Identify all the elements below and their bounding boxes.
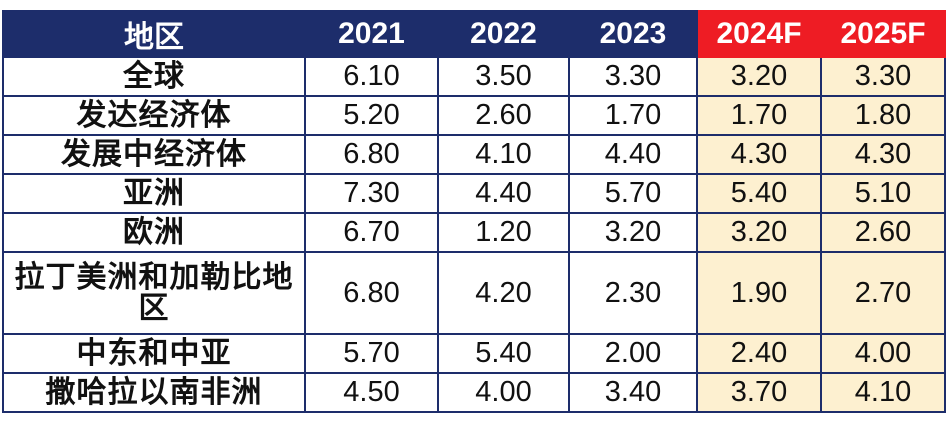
forecast-cell: 5.40 [696,173,822,214]
forecast-cell: 3.20 [696,212,822,253]
value-cell: 4.20 [437,251,570,335]
value-cell: 4.50 [304,372,439,413]
forecast-cell: 2.70 [820,251,946,335]
growth-table: 地区 2021 2022 2023 2024F 2025F 全球 6.10 3.… [2,10,946,413]
forecast-cell: 3.20 [696,56,822,97]
forecast-cell: 1.80 [820,95,946,136]
value-cell: 1.20 [437,212,570,253]
forecast-cell: 3.30 [820,56,946,97]
value-cell: 3.30 [568,56,698,97]
region-cell: 欧洲 [2,212,306,253]
value-cell: 1.70 [568,95,698,136]
value-cell: 4.40 [437,173,570,214]
value-cell: 6.80 [304,134,439,175]
value-cell: 3.50 [437,56,570,97]
header-2022: 2022 [437,10,570,58]
value-cell: 4.00 [437,372,570,413]
forecast-cell: 4.30 [696,134,822,175]
table-row: 亚洲 7.30 4.40 5.70 5.40 5.10 [2,173,946,214]
header-region: 地区 [2,10,306,58]
forecast-cell: 1.70 [696,95,822,136]
value-cell: 5.20 [304,95,439,136]
header-2025f: 2025F [820,10,946,58]
forecast-cell: 4.30 [820,134,946,175]
table-row: 全球 6.10 3.50 3.30 3.20 3.30 [2,56,946,97]
forecast-cell: 4.00 [820,333,946,374]
forecast-cell: 3.70 [696,372,822,413]
header-2024f: 2024F [696,10,822,58]
value-cell: 2.00 [568,333,698,374]
value-cell: 6.80 [304,251,439,335]
value-cell: 2.30 [568,251,698,335]
region-cell: 撒哈拉以南非洲 [2,372,306,413]
region-cell: 拉丁美洲和加勒比地区 [2,251,306,335]
table-row: 发达经济体 5.20 2.60 1.70 1.70 1.80 [2,95,946,136]
value-cell: 5.70 [568,173,698,214]
header-2023: 2023 [568,10,698,58]
table-row: 撒哈拉以南非洲 4.50 4.00 3.40 3.70 4.10 [2,372,946,413]
forecast-cell: 4.10 [820,372,946,413]
value-cell: 4.10 [437,134,570,175]
value-cell: 4.40 [568,134,698,175]
forecast-cell: 5.10 [820,173,946,214]
region-cell: 中东和中亚 [2,333,306,374]
table-row: 欧洲 6.70 1.20 3.20 3.20 2.60 [2,212,946,253]
value-cell: 5.40 [437,333,570,374]
value-cell: 6.70 [304,212,439,253]
forecast-cell: 1.90 [696,251,822,335]
table-row: 中东和中亚 5.70 5.40 2.00 2.40 4.00 [2,333,946,374]
header-row: 地区 2021 2022 2023 2024F 2025F [2,10,946,58]
table-row: 拉丁美洲和加勒比地区 6.80 4.20 2.30 1.90 2.70 [2,251,946,335]
value-cell: 2.60 [437,95,570,136]
forecast-cell: 2.40 [696,333,822,374]
value-cell: 7.30 [304,173,439,214]
region-cell: 亚洲 [2,173,306,214]
table-row: 发展中经济体 6.80 4.10 4.40 4.30 4.30 [2,134,946,175]
region-cell: 全球 [2,56,306,97]
value-cell: 5.70 [304,333,439,374]
value-cell: 3.40 [568,372,698,413]
region-cell: 发达经济体 [2,95,306,136]
value-cell: 3.20 [568,212,698,253]
forecast-cell: 2.60 [820,212,946,253]
region-cell: 发展中经济体 [2,134,306,175]
value-cell: 6.10 [304,56,439,97]
header-2021: 2021 [304,10,439,58]
